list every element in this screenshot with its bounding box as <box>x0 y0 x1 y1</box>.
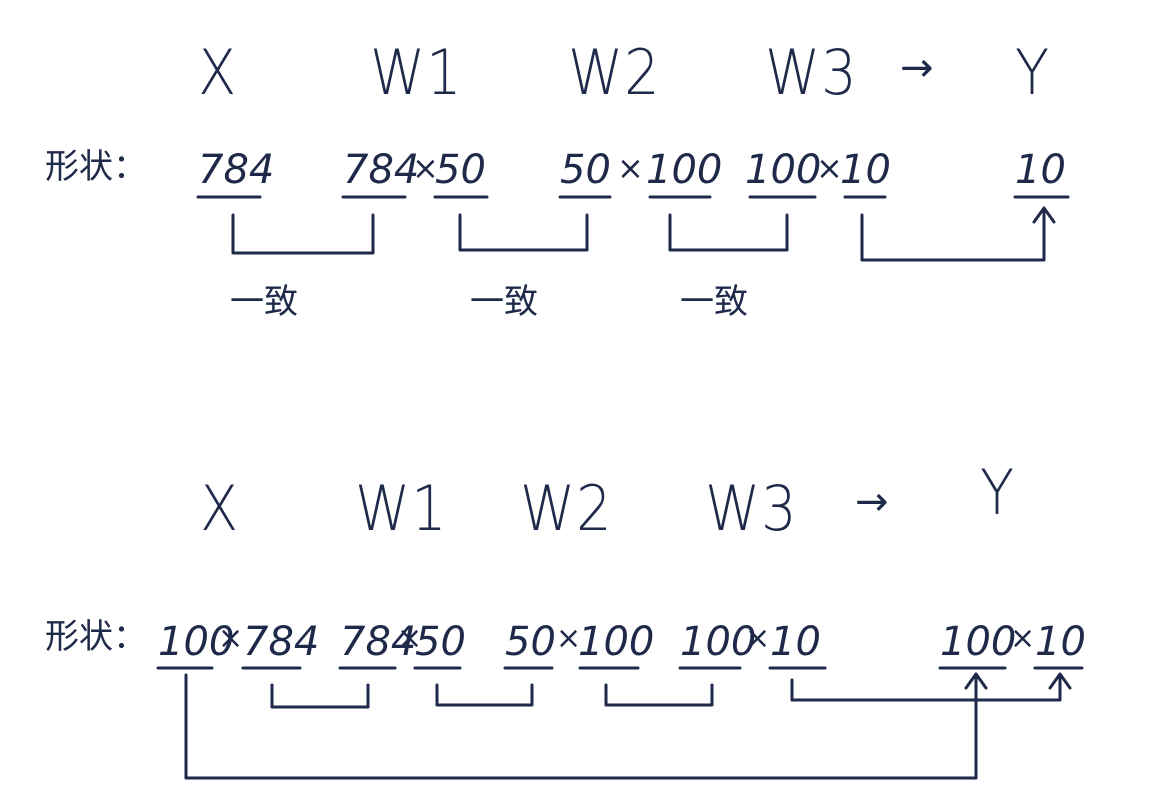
top-consistent-3: 一致 <box>680 282 748 322</box>
top-consistent-2: 一致 <box>470 282 538 322</box>
top-consistent-1: 一致 <box>230 282 298 322</box>
top-times-1: × <box>412 149 439 187</box>
bottom-var-y: Y <box>980 456 1015 529</box>
top-shape-label: 形状： <box>45 147 147 187</box>
top-var-x: X <box>198 36 238 109</box>
top-var-w3: W3 <box>765 36 858 109</box>
bottom-shape-w2-in: 50 <box>505 619 556 665</box>
bottom-shape-x-rows: 100 <box>158 619 235 665</box>
bottom-brackets <box>184 672 1072 780</box>
bottom-times-4: × <box>745 621 771 656</box>
top-times-3: × <box>816 149 843 187</box>
top-shape-y: 10 <box>1015 147 1066 193</box>
top-times-2: × <box>617 149 644 187</box>
top-var-y: Y <box>1015 36 1050 109</box>
bottom-shape-w1-in: 784 <box>340 619 417 665</box>
top-var-w2: W2 <box>568 36 661 109</box>
top-brackets <box>231 206 1056 262</box>
bottom-shape-w3-in: 100 <box>680 619 757 665</box>
bottom-shape-label: 形状： <box>45 617 147 657</box>
top-arrow: → <box>900 45 934 91</box>
top-shape-w3-out: 10 <box>840 147 891 193</box>
top-shape-w2-in: 50 <box>560 147 611 193</box>
bottom-times-5: × <box>1010 621 1036 656</box>
bottom-var-w3: W3 <box>705 472 798 545</box>
bottom-var-w1: W1 <box>355 472 448 545</box>
top-shape-w3-in: 100 <box>745 147 822 193</box>
bottom-times-2: × <box>397 621 423 656</box>
top-shape-w2-out: 100 <box>646 147 723 193</box>
bottom-shape-y-cols: 10 <box>1035 619 1086 665</box>
bottom-shape-y-rows: 100 <box>940 619 1017 665</box>
bottom-times-1: × <box>218 621 244 656</box>
bottom-shape-w2-out: 100 <box>578 619 655 665</box>
bottom-var-w2: W2 <box>520 472 613 545</box>
bottom-shape-w3-out: 10 <box>770 619 821 665</box>
top-shape-w1-out: 50 <box>435 147 486 193</box>
bottom-shape-w1-out: 50 <box>415 619 466 665</box>
top-shape-w1-in: 784 <box>343 147 420 193</box>
top-var-w1: W1 <box>370 36 463 109</box>
bottom-times-3: × <box>556 621 582 656</box>
top-shape-x: 784 <box>198 147 275 193</box>
bottom-var-x: X <box>200 472 240 545</box>
bottom-arrow: → <box>855 479 889 525</box>
bottom-shape-x-cols: 784 <box>243 619 320 665</box>
